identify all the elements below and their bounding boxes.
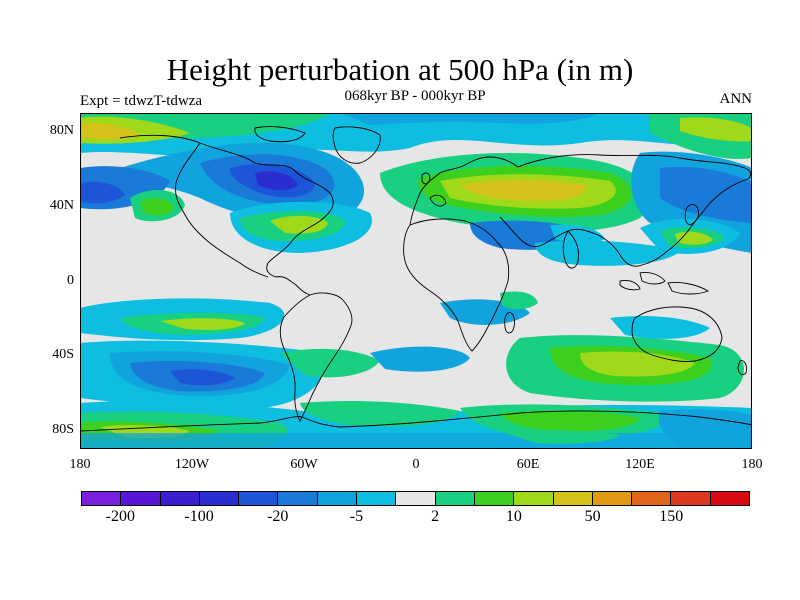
colorbar-swatch [278, 492, 318, 505]
season-label: ANN [719, 91, 753, 107]
colorbar-swatch [435, 492, 475, 505]
contour-na-darkblue [255, 171, 298, 191]
contour-ind-green [500, 291, 538, 310]
colorbar-tick-label: -20 [267, 508, 289, 525]
colorbar-swatch [474, 492, 515, 505]
contour-ind-east-cyan [610, 316, 710, 339]
coast-australia [631, 306, 723, 362]
colorbar-swatch [121, 492, 161, 505]
colorbar-swatch [199, 492, 240, 505]
contour-sh-southern-brightgreen-east [500, 410, 640, 432]
colorbar-swatch [396, 492, 436, 505]
colorbar-tick-label: 50 [584, 508, 601, 525]
contour-sh-pac-blue [170, 369, 235, 386]
colorbar-tick-label: 10 [505, 508, 522, 525]
colorbar-swatch [592, 492, 633, 505]
contour-siberia-yellowgreen [680, 117, 752, 142]
colorbar [81, 491, 750, 506]
coast-borneo [639, 272, 666, 285]
colorbar-tick-label: -5 [349, 508, 364, 525]
colorbar-tick-label: 150 [659, 508, 684, 525]
coastlines [80, 126, 752, 432]
lat-label-40s: 40S [52, 347, 74, 362]
contour-arctic-lightblue [340, 113, 600, 125]
lon-label-180e: 180 [741, 457, 763, 472]
coast-sumatra [619, 280, 641, 291]
colorbar-swatch [239, 492, 279, 505]
colorbar-swatch [514, 492, 554, 505]
colorbar-swatch [710, 492, 750, 505]
map-frame [80, 113, 752, 449]
coast-south-america [279, 292, 353, 423]
contour-pacific-brightgreen [140, 198, 174, 216]
lon-label-60w: 60W [290, 457, 318, 472]
colorbar-swatch [553, 492, 593, 505]
coast-uk [421, 172, 431, 185]
lat-label-0: 0 [67, 273, 74, 288]
colorbar-tick-label: -200 [105, 508, 135, 525]
lon-label-120e: 120E [625, 457, 655, 472]
colorbar-swatch [671, 492, 711, 505]
map-panel [80, 113, 752, 449]
coast-india [562, 230, 579, 269]
contour-npac-blue [80, 181, 125, 204]
lat-label-40n: 40N [49, 198, 74, 213]
colorbar-swatch [160, 492, 200, 505]
coast-iberia [429, 194, 447, 207]
colorbar-tick-label: -100 [184, 508, 214, 525]
contour-trop-cyan [535, 240, 680, 266]
coast-madagascar [504, 312, 515, 334]
lon-label-0: 0 [412, 457, 420, 472]
contour-nwpac-midblue [660, 166, 752, 223]
contour-antarctic [80, 433, 752, 449]
colorbar-swatch [632, 492, 672, 505]
coast-north-america-west [175, 142, 269, 278]
contour-antarctic-green [500, 429, 620, 444]
chart-subtitle: 068kyr BP - 000kyr BP [344, 88, 486, 104]
lon-label-60e: 60E [516, 457, 540, 472]
coast-africa [403, 218, 510, 352]
contour-alaska-yellow [80, 122, 140, 139]
contour-satl-lightblue [370, 346, 470, 372]
colorbar-swatch [357, 492, 397, 505]
lat-label-80s: 80S [52, 422, 74, 437]
contour-me-cyan [550, 224, 605, 245]
coast-new-zealand [737, 360, 747, 376]
chart-title: Height perturbation at 500 hPa (in m) [166, 52, 634, 87]
contour-field [80, 113, 752, 449]
contour-sh-southern-green-mid [300, 400, 460, 427]
contour-sind-yellowgreen [580, 351, 695, 377]
contour-atl-yellowgreen [270, 215, 328, 234]
lon-label-120w: 120W [174, 457, 210, 472]
coast-antarctica [80, 410, 752, 432]
coast-new-guinea [667, 282, 710, 295]
contour-eurasia-yellow [460, 179, 586, 201]
coast-asia [499, 154, 752, 267]
lon-label-180w: 180 [69, 457, 91, 472]
coast-north-america [119, 134, 334, 296]
contour-sh-west-yellowgreen [160, 318, 245, 330]
colorbar-swatch [317, 492, 358, 505]
coast-greenland [332, 126, 381, 164]
colorbar-swatch [82, 492, 122, 505]
experiment-label: Expt = tdwzT-tdwza [80, 93, 203, 109]
coast-europe [409, 156, 519, 226]
coast-arctic-islands [254, 126, 306, 143]
lat-label-80n: 80N [49, 123, 74, 138]
coast-japan [684, 204, 699, 225]
colorbar-tick-label: 2 [431, 508, 440, 525]
